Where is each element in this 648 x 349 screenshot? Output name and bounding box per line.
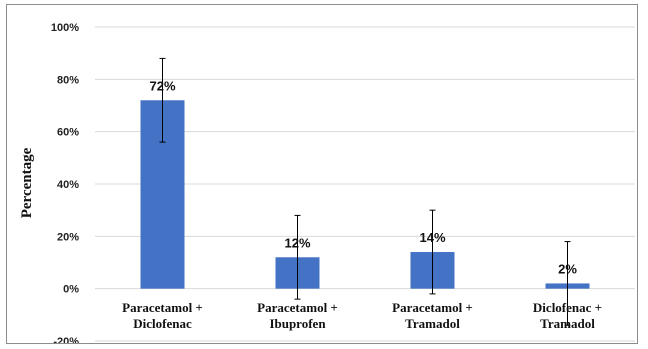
y-tick-label: 80% bbox=[57, 74, 79, 86]
gridlines bbox=[95, 26, 635, 342]
error-bar bbox=[294, 214, 301, 300]
y-tick-label: 100% bbox=[51, 22, 79, 34]
bar-chart: -20% 0% 20% 40% 60% 80% 100% Percentage 72% 12%… bbox=[19, 22, 635, 343]
error-bar bbox=[564, 241, 571, 326]
category-label: Paracetamol + bbox=[392, 300, 473, 315]
category-label: Paracetamol + bbox=[122, 300, 203, 315]
data-label: 2% bbox=[558, 261, 577, 276]
data-label: 14% bbox=[419, 230, 445, 245]
error-bars bbox=[159, 57, 571, 326]
y-tick-label: 40% bbox=[57, 179, 79, 191]
category-label: Diclofenac bbox=[133, 316, 192, 331]
error-bar bbox=[429, 209, 436, 295]
category-label: Tramadol bbox=[540, 316, 595, 331]
y-tick-labels: -20% 0% 20% 40% 60% 80% 100% bbox=[51, 22, 79, 343]
bars bbox=[140, 100, 590, 289]
data-label: 12% bbox=[284, 235, 310, 250]
chart-frame: -20% 0% 20% 40% 60% 80% 100% Percentage 72% 12%… bbox=[6, 4, 638, 344]
category-label: Paracetamol + bbox=[257, 300, 338, 315]
data-label: 72% bbox=[149, 78, 175, 93]
category-label: Ibuprofen bbox=[269, 316, 326, 331]
category-label: Tramadol bbox=[405, 316, 460, 331]
y-tick-label: 60% bbox=[57, 127, 79, 139]
y-tick-label: 20% bbox=[57, 231, 79, 243]
y-tick-label: -20% bbox=[53, 336, 79, 343]
y-axis-title: Percentage bbox=[19, 147, 35, 218]
category-label: Diclofenac + bbox=[533, 300, 602, 315]
data-labels: 72% 12% 14% 2% bbox=[149, 78, 577, 276]
error-bar bbox=[159, 57, 166, 143]
y-tick-label: 0% bbox=[63, 284, 79, 296]
